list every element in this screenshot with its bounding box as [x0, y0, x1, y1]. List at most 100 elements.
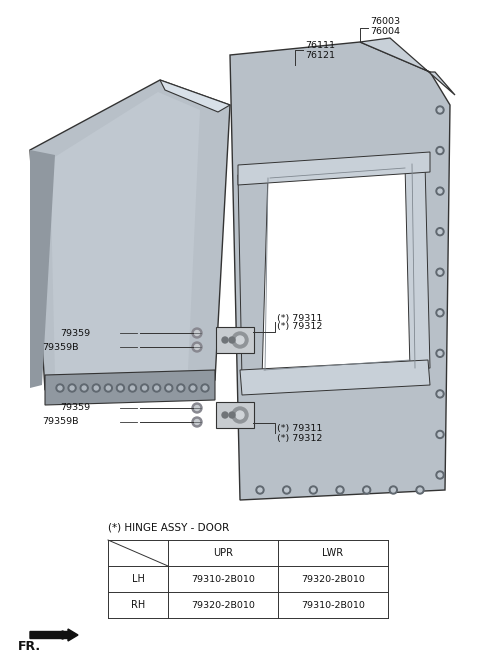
Text: (*) HINGE ASSY - DOOR: (*) HINGE ASSY - DOOR	[108, 522, 229, 532]
Circle shape	[68, 384, 76, 392]
Polygon shape	[255, 168, 425, 372]
Polygon shape	[360, 38, 455, 95]
Text: 76121: 76121	[305, 51, 335, 60]
Circle shape	[92, 384, 100, 392]
Text: RH: RH	[131, 600, 145, 610]
Text: 79359B: 79359B	[42, 417, 79, 426]
Circle shape	[141, 384, 149, 392]
Polygon shape	[230, 42, 450, 500]
Circle shape	[438, 148, 442, 153]
Polygon shape	[240, 360, 430, 395]
Text: 76003: 76003	[370, 18, 400, 26]
Text: 79359: 79359	[60, 403, 90, 413]
Circle shape	[436, 106, 444, 114]
FancyBboxPatch shape	[216, 402, 254, 428]
Circle shape	[194, 344, 200, 350]
Text: 79359B: 79359B	[42, 342, 79, 352]
Circle shape	[436, 268, 444, 276]
Circle shape	[436, 309, 444, 317]
Circle shape	[107, 386, 110, 390]
Circle shape	[256, 486, 264, 494]
Circle shape	[129, 384, 136, 392]
FancyBboxPatch shape	[216, 327, 254, 353]
Circle shape	[436, 471, 444, 479]
Circle shape	[192, 403, 202, 413]
Circle shape	[165, 384, 173, 392]
Circle shape	[438, 270, 442, 274]
Polygon shape	[45, 370, 215, 405]
Circle shape	[438, 473, 442, 477]
Circle shape	[155, 386, 159, 390]
Circle shape	[438, 432, 442, 436]
Circle shape	[167, 386, 171, 390]
Circle shape	[104, 384, 112, 392]
Circle shape	[131, 386, 134, 390]
Circle shape	[438, 311, 442, 315]
Circle shape	[365, 488, 369, 492]
Circle shape	[194, 331, 200, 335]
Circle shape	[82, 386, 86, 390]
Circle shape	[143, 386, 146, 390]
Polygon shape	[30, 150, 55, 388]
Circle shape	[80, 384, 88, 392]
Circle shape	[56, 384, 64, 392]
Text: (*) 79312: (*) 79312	[277, 323, 323, 331]
Circle shape	[222, 412, 228, 418]
Circle shape	[194, 419, 200, 424]
Circle shape	[222, 337, 228, 343]
Circle shape	[363, 486, 371, 494]
Circle shape	[58, 386, 62, 390]
Circle shape	[192, 342, 202, 352]
Circle shape	[232, 332, 248, 348]
Polygon shape	[238, 152, 430, 185]
Text: (*) 79311: (*) 79311	[277, 314, 323, 323]
Circle shape	[338, 488, 342, 492]
Text: (*) 79311: (*) 79311	[277, 424, 323, 434]
Circle shape	[70, 386, 74, 390]
Text: (*) 79312: (*) 79312	[277, 434, 323, 443]
Text: 79310-2B010: 79310-2B010	[191, 575, 255, 583]
Circle shape	[236, 411, 244, 419]
Text: 76111: 76111	[305, 41, 335, 49]
Circle shape	[438, 189, 442, 193]
Circle shape	[189, 384, 197, 392]
Circle shape	[236, 336, 244, 344]
Circle shape	[258, 488, 262, 492]
Text: 79320-2B010: 79320-2B010	[301, 575, 365, 583]
Circle shape	[436, 430, 444, 438]
Polygon shape	[405, 163, 430, 370]
Circle shape	[192, 328, 202, 338]
FancyArrow shape	[30, 629, 78, 641]
Circle shape	[203, 386, 207, 390]
Circle shape	[177, 384, 185, 392]
Circle shape	[391, 488, 396, 492]
Circle shape	[336, 486, 344, 494]
Text: 79359: 79359	[60, 329, 90, 337]
Circle shape	[312, 488, 315, 492]
Polygon shape	[160, 80, 230, 112]
Text: LH: LH	[132, 574, 144, 584]
Circle shape	[285, 488, 288, 492]
Text: LWR: LWR	[323, 548, 344, 558]
Text: 79320-2B010: 79320-2B010	[191, 600, 255, 609]
Circle shape	[436, 228, 444, 236]
Circle shape	[309, 486, 317, 494]
Circle shape	[94, 386, 98, 390]
Circle shape	[179, 386, 183, 390]
Polygon shape	[30, 80, 230, 390]
Circle shape	[153, 384, 161, 392]
Circle shape	[232, 407, 248, 423]
Circle shape	[191, 386, 195, 390]
Circle shape	[438, 352, 442, 356]
Polygon shape	[238, 173, 268, 380]
Text: FR.: FR.	[18, 640, 41, 653]
Circle shape	[194, 405, 200, 411]
Circle shape	[229, 337, 235, 343]
Circle shape	[416, 486, 424, 494]
Circle shape	[192, 417, 202, 427]
Circle shape	[117, 384, 124, 392]
Polygon shape	[50, 92, 200, 375]
Circle shape	[438, 230, 442, 234]
Text: UPR: UPR	[213, 548, 233, 558]
Circle shape	[283, 486, 291, 494]
